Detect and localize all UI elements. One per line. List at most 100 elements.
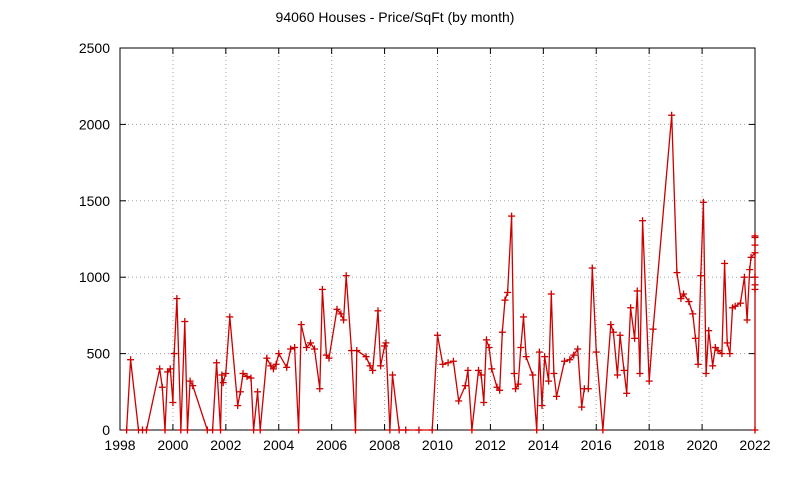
data-point [123,426,131,434]
data-point [243,373,251,381]
data-point [616,331,624,339]
data-point [480,398,488,406]
data-point [751,285,759,293]
data-point [337,310,345,318]
data-point [283,363,291,371]
data-point [170,350,178,358]
data-point [142,426,150,434]
data-point [287,345,295,353]
x-tick-label: 1998 [104,437,135,453]
data-point [751,273,759,281]
data-point [389,371,397,379]
data-point [158,383,166,391]
data-point [504,288,512,296]
data-point [395,426,403,434]
data-point [477,371,485,379]
data-point [561,357,568,365]
data-point [731,302,739,310]
data-point [177,426,185,434]
data-point [498,328,506,336]
data-point [751,241,759,249]
data-point [510,369,518,377]
data-point [209,426,217,434]
data-point [691,334,699,342]
data-point [353,347,361,355]
data-point [609,328,617,336]
data-point [374,307,382,315]
data-point [222,369,230,377]
data-point [574,345,582,353]
data-point [303,343,311,351]
data-point [482,336,490,344]
data-point [377,362,385,370]
x-tick-label: 2016 [581,437,612,453]
data-point [751,233,759,241]
price-series-points [123,111,759,434]
x-tick-label: 2006 [316,437,347,453]
data-point [127,356,135,364]
y-tick-label: 0 [102,422,110,438]
data-point [369,366,377,374]
data-point [721,259,729,267]
data-point [468,426,476,434]
data-point [623,389,631,397]
data-point [169,398,177,406]
y-tick-label: 1000 [79,269,110,285]
data-point [161,426,169,434]
data-point [234,402,242,410]
data-point [428,426,436,434]
data-point [726,350,734,358]
data-point [444,359,452,367]
data-point [529,371,537,379]
data-point [247,374,255,382]
data-point [362,353,370,361]
x-tick-label: 2012 [475,437,506,453]
data-point [519,313,527,321]
data-point [295,426,303,434]
data-point [434,331,441,339]
data-point [415,426,423,434]
data-point [584,385,592,393]
data-point [333,305,341,313]
data-point [217,426,225,434]
data-point [512,385,520,393]
data-point [620,366,628,374]
data-point [694,360,702,368]
data-point [631,334,639,342]
data-point [501,296,509,304]
data-point [254,388,262,396]
data-point [514,380,522,388]
y-tick-label: 500 [87,346,111,362]
x-tick-label: 2000 [157,437,188,453]
data-point [592,348,600,356]
data-point [550,369,558,377]
data-point [439,360,447,368]
data-point [705,327,713,335]
data-point [697,272,705,280]
x-tick-label: 2018 [634,437,665,453]
data-point [714,347,722,355]
data-point [736,299,744,307]
data-point [668,111,676,119]
data-point [547,290,555,298]
data-point [218,371,226,379]
data-point [743,316,751,324]
data-point [382,339,390,347]
data-point [272,360,280,368]
data-point [508,212,516,220]
data-point [189,382,197,390]
data-point [263,354,271,362]
data-point [307,339,314,347]
data-point [746,266,754,274]
data-point [599,426,607,434]
data-point [250,426,258,434]
x-tick-label: 2020 [687,437,718,453]
data-point [533,426,541,434]
data-point [173,295,181,303]
y-tick-label: 1500 [79,193,110,209]
data-point [166,365,174,373]
data-point [156,365,164,373]
data-point [449,357,457,365]
data-point [689,310,697,318]
